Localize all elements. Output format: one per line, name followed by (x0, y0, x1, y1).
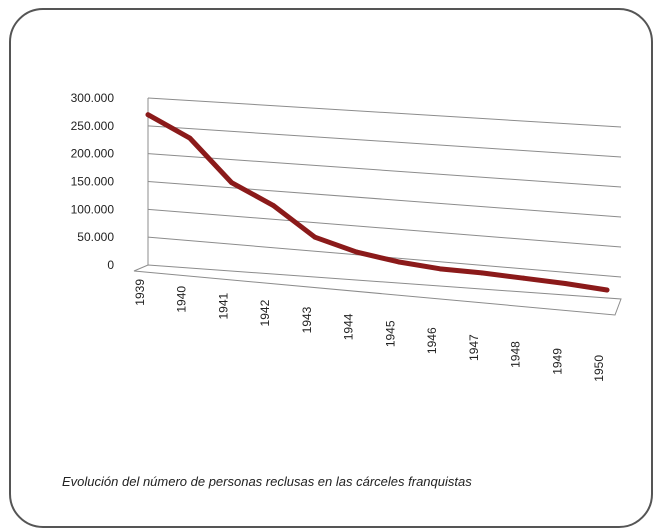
x-tick-label: 1944 (342, 313, 356, 340)
data-point (604, 287, 610, 293)
x-tick-label: 1941 (216, 292, 230, 319)
x-tick-label: 1943 (300, 306, 314, 333)
data-point (479, 270, 485, 276)
x-tick-label: 1948 (509, 341, 523, 368)
x-tick-label: 1939 (133, 279, 147, 306)
x-tick-label: 1946 (425, 327, 439, 354)
data-point (229, 180, 234, 185)
chart-frame (9, 8, 653, 528)
data-point (395, 259, 401, 265)
data-point (312, 234, 318, 240)
y-tick-label: 0 (107, 258, 114, 272)
data-point (270, 203, 276, 208)
y-tick-label: 50.000 (77, 230, 114, 244)
gridline (147, 125, 622, 158)
gridline (147, 153, 622, 188)
chart-caption: Evolución del número de personas reclusa… (62, 474, 472, 489)
x-tick-label: 1945 (383, 320, 397, 347)
y-tick-label: 100.000 (71, 202, 115, 216)
x-tick-label: 1947 (467, 334, 481, 361)
y-tick-label: 200.000 (71, 147, 115, 161)
chart: 300.000 250.000 200.000 150.000 100.000 50.00… (71, 91, 622, 382)
x-tick-label: 1949 (550, 348, 564, 375)
gridline (147, 97, 622, 128)
x-tick-label: 1950 (592, 355, 606, 382)
x-tick-label: 1940 (175, 286, 189, 313)
y-tick-label: 150.000 (71, 175, 115, 189)
data-point (437, 266, 443, 272)
y-tick-label: 250.000 (71, 119, 115, 133)
data-point (521, 275, 526, 281)
chart-floor (133, 264, 622, 316)
data-point (354, 249, 360, 255)
data-point (562, 281, 568, 286)
x-tick-label: 1942 (258, 299, 272, 326)
data-point (187, 135, 193, 141)
data-point (145, 112, 151, 118)
gridline (147, 208, 622, 248)
series-line (145, 112, 610, 293)
y-tick-label: 300.000 (71, 91, 115, 105)
gridline (147, 181, 622, 218)
